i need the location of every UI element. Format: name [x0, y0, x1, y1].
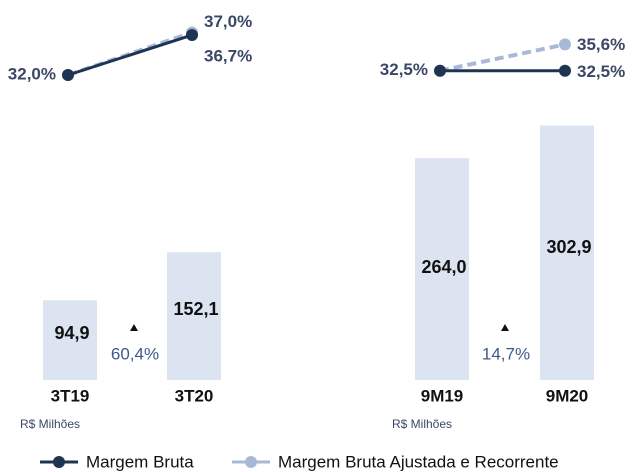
category-label: 3T20: [175, 386, 214, 405]
bar: [43, 300, 97, 380]
margin-line: [439, 42, 566, 73]
margin-point: [434, 64, 446, 77]
bar: [415, 158, 469, 380]
category-label: 9M20: [546, 386, 589, 405]
bar-value-label: 94,9: [54, 323, 89, 343]
margin-label: 35,6%: [577, 35, 625, 54]
bar: [167, 252, 221, 380]
margin-label: 32,5%: [577, 62, 625, 81]
unit-label: R$ Milhões: [20, 417, 80, 431]
growth-triangle: [501, 324, 509, 331]
margin-point: [62, 69, 74, 81]
margin-label: 32,0%: [8, 64, 56, 83]
margin-line: [67, 33, 193, 77]
legend-label: Margem Bruta Ajustada e Recorrente: [278, 452, 559, 471]
category-label: 9M19: [421, 386, 464, 405]
bar-value-label: 302,9: [546, 237, 591, 257]
margin-label: 37,0%: [204, 12, 252, 31]
margin-point: [559, 64, 571, 77]
bar-value-label: 152,1: [173, 299, 218, 319]
growth-annotation: 14,7%: [482, 344, 530, 363]
unit-label: R$ Milhões: [392, 417, 452, 431]
legend-marker: [53, 456, 65, 468]
bar: [540, 125, 594, 381]
growth-triangle: [130, 324, 138, 331]
margin-point: [559, 38, 571, 51]
margin-point: [186, 29, 198, 42]
margin-label: 32,5%: [380, 60, 428, 79]
category-label: 3T19: [51, 386, 90, 405]
legend-label: Margem Bruta: [86, 452, 194, 471]
bar-value-label: 264,0: [421, 257, 466, 277]
margin-label: 36,7%: [204, 47, 252, 66]
growth-annotation: 60,4%: [111, 344, 159, 363]
legend-marker: [245, 456, 257, 468]
